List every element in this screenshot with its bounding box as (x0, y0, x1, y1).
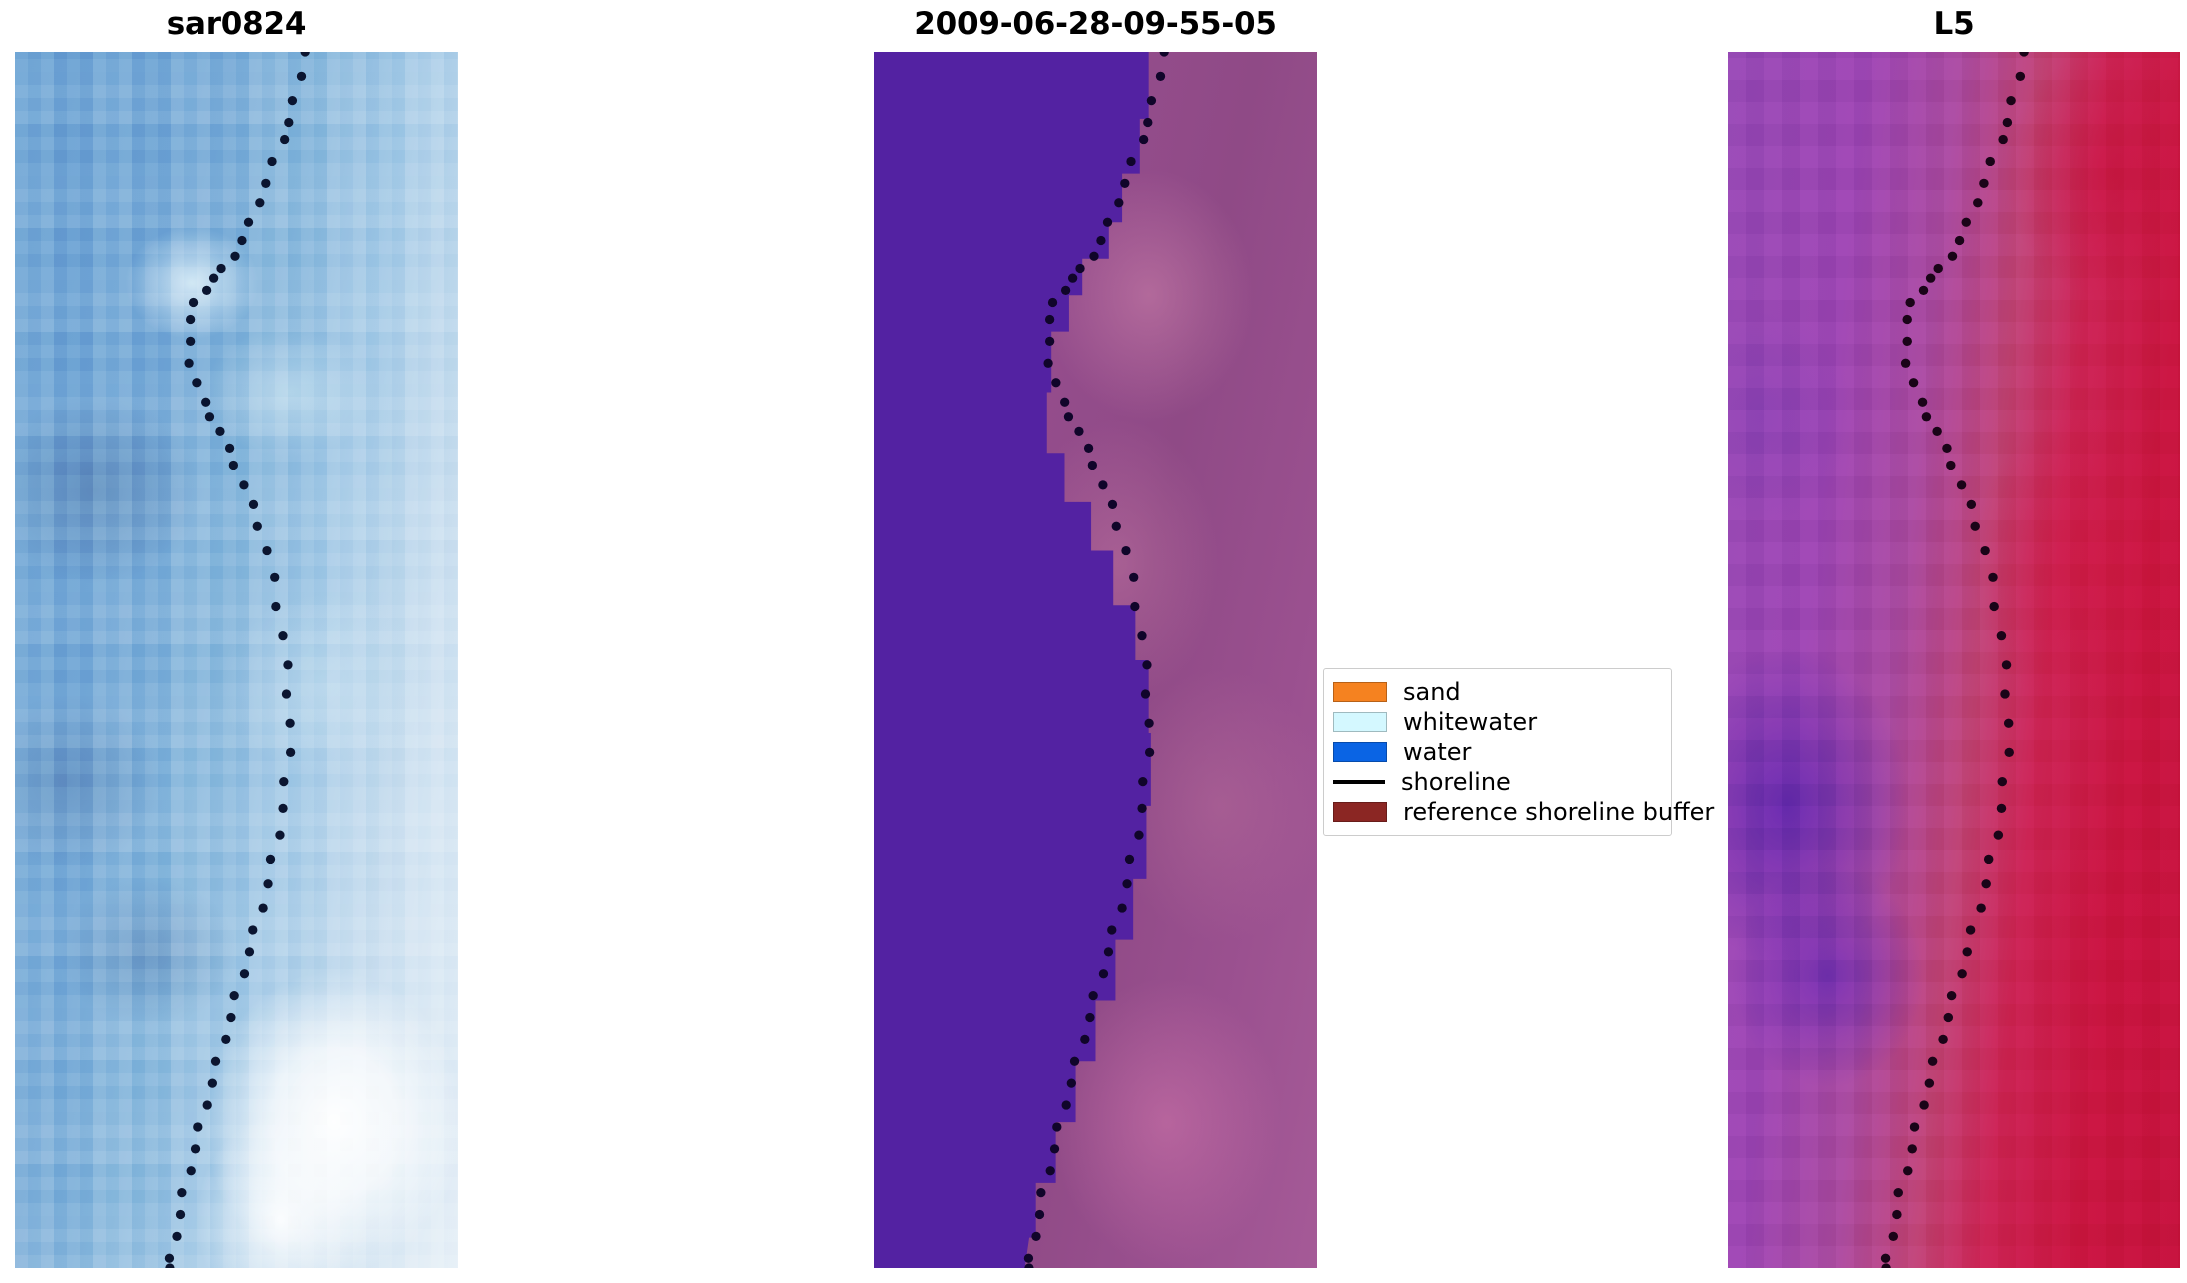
legend-box: sand whitewater water shoreline referenc… (1323, 668, 1714, 836)
l5-speckle-layer (1728, 52, 2180, 1268)
classified-land-raster (874, 52, 1317, 1268)
panel-title-sar: sar0824 (166, 6, 307, 42)
legend-label-reference-buffer: reference shoreline buffer (1403, 798, 1715, 826)
legend-swatch-shoreline (1333, 773, 1385, 791)
panel-sar: sar0824 (15, 0, 458, 1283)
legend-swatch-sand (1333, 682, 1387, 702)
legend-item-reference-buffer: reference shoreline buffer (1333, 797, 1714, 827)
legend-label-water: water (1403, 738, 1472, 766)
legend-label-sand: sand (1403, 678, 1461, 706)
legend-swatch-reference-buffer (1333, 802, 1387, 822)
classified-image-area (874, 52, 1317, 1268)
panel-classified: 2009-06-28-09-55-05 (874, 0, 1317, 1283)
sar-image-area (15, 52, 458, 1268)
legend-label-shoreline: shoreline (1401, 768, 1511, 796)
sar-speckle-layer-coarse (15, 52, 458, 1268)
legend-item-whitewater: whitewater (1333, 707, 1661, 737)
l5-image-area (1728, 52, 2180, 1268)
legend-swatch-whitewater (1333, 712, 1387, 732)
legend-item-water: water (1333, 737, 1661, 767)
panel-title-classified: 2009-06-28-09-55-05 (914, 6, 1277, 42)
legend-item-sand: sand (1333, 677, 1661, 707)
panel-title-l5: L5 (1933, 6, 1975, 42)
legend-swatch-water (1333, 742, 1387, 762)
legend-label-whitewater: whitewater (1403, 708, 1538, 736)
panel-l5: L5 (1728, 0, 2180, 1283)
legend-item-shoreline: shoreline (1333, 767, 1661, 797)
